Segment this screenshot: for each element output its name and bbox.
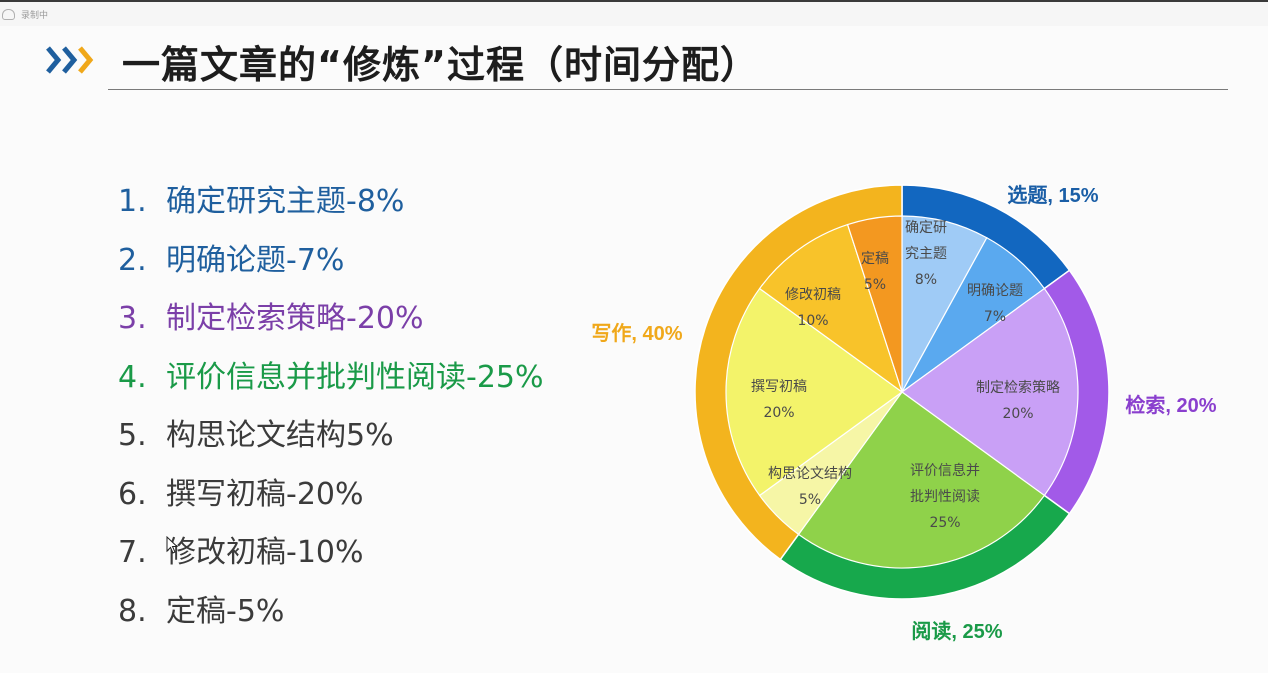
step-text: 构思论文结构5% bbox=[166, 418, 394, 453]
inner-slice-label: 确定研 bbox=[905, 220, 947, 236]
step-number: 8. bbox=[118, 593, 147, 629]
outer-slice-label: 检索, 20% bbox=[1125, 393, 1216, 417]
step-number: 1. bbox=[118, 184, 147, 219]
inner-slice-percent: 20% bbox=[1002, 406, 1033, 422]
outer-slice-label: 阅读, 25% bbox=[911, 619, 1002, 643]
outer-slice-label: 选题, 15% bbox=[1007, 184, 1098, 207]
list-item: 4. 评价信息并批判性阅读-25% bbox=[118, 352, 544, 411]
inner-slice-percent: 20% bbox=[763, 405, 794, 421]
inner-slice-percent: 5% bbox=[864, 277, 886, 293]
inner-slice-label: 批判性阅读 bbox=[910, 488, 980, 505]
inner-slice bbox=[758, 223, 904, 394]
step-number: 7. bbox=[118, 535, 147, 570]
inner-slice-label: 撰写初稿 bbox=[751, 378, 807, 395]
inner-slice bbox=[900, 287, 1079, 497]
step-number: 6. bbox=[118, 476, 147, 512]
inner-slice-percent: 5% bbox=[799, 492, 821, 508]
inner-slice bbox=[725, 287, 904, 497]
list-item: 6. 撰写初稿-20% bbox=[118, 469, 544, 528]
inner-slice-label: 究主题 bbox=[905, 246, 947, 262]
chevrons-icon bbox=[46, 46, 94, 74]
step-number: 3. bbox=[118, 301, 147, 336]
window-top-border bbox=[0, 0, 1268, 2]
inner-slice-percent: 25% bbox=[929, 515, 960, 531]
mouse-cursor-icon bbox=[166, 536, 178, 554]
list-item: 1. 确定研究主题-8% bbox=[118, 176, 544, 235]
recording-label: 录制中 bbox=[21, 11, 49, 21]
list-item: 5. 构思论文结构5% bbox=[118, 410, 544, 469]
step-text: 确定研究主题-8% bbox=[166, 184, 405, 219]
recorder-bar bbox=[0, 0, 1268, 26]
list-item: 7. 修改初稿-10% bbox=[118, 527, 544, 586]
recording-indicator[interactable]: 录制中 bbox=[2, 8, 48, 21]
inner-slice-label: 修改初稿 bbox=[785, 286, 841, 303]
step-number: 5. bbox=[118, 418, 147, 453]
list-item: 2. 明确论题-7% bbox=[118, 235, 544, 294]
step-text: 撰写初稿-20% bbox=[166, 476, 364, 512]
step-text: 修改初稿-10% bbox=[166, 535, 364, 570]
inner-slice-label: 定稿 bbox=[861, 251, 889, 267]
step-text: 定稿-5% bbox=[166, 593, 285, 629]
inner-slice-label: 评价信息并 bbox=[910, 462, 980, 479]
step-number: 2. bbox=[118, 242, 147, 278]
inner-slice-percent: 8% bbox=[915, 272, 937, 288]
list-item: 3. 制定检索策略-20% bbox=[118, 293, 544, 352]
inner-slice-label: 明确论题 bbox=[967, 283, 1023, 299]
title-underline bbox=[108, 89, 1228, 90]
list-item: 8. 定稿-5% bbox=[118, 586, 544, 645]
inner-slice bbox=[901, 215, 988, 393]
inner-slice bbox=[797, 391, 1046, 569]
step-text: 制定检索策略-20% bbox=[166, 301, 424, 336]
inner-slice-label: 制定检索策略 bbox=[976, 379, 1060, 396]
step-list: 1. 确定研究主题-8% 2. 明确论题-7% 3. 制定检索策略-20% 4. 评价信… bbox=[118, 176, 544, 644]
step-text: 明确论题-7% bbox=[166, 242, 345, 278]
step-text: 评价信息并批判性阅读-25% bbox=[166, 359, 544, 395]
step-number: 4. bbox=[118, 359, 147, 395]
outer-slice-label: 写作, 40% bbox=[591, 321, 682, 345]
inner-slice-percent: 10% bbox=[797, 313, 828, 329]
cloud-icon bbox=[2, 9, 15, 20]
inner-slice-label: 构思论文结构 bbox=[768, 466, 852, 482]
inner-slice bbox=[846, 215, 903, 393]
slide-title: 一篇文章的“修炼”过程（时间分配） bbox=[122, 43, 759, 87]
inner-slice-percent: 7% bbox=[984, 309, 1006, 325]
pie-chart: 选题, 15% 检索, 20% 阅读, 25% 写作, 40% 确定研究主题 8% 明确论题… bbox=[591, 184, 1216, 643]
